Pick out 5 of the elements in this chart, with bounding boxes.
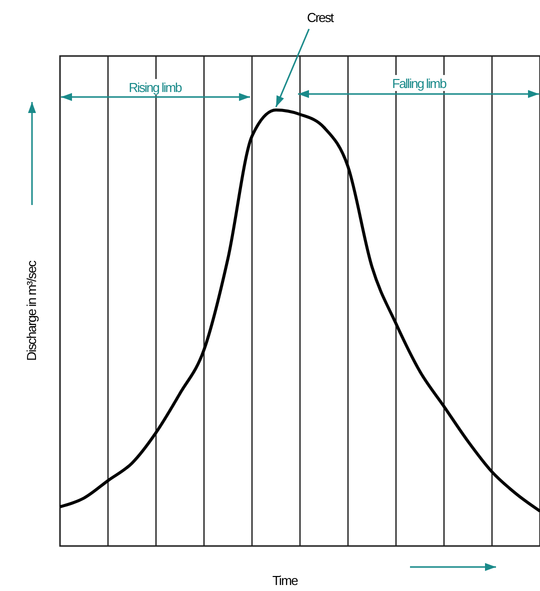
text: Falling limb: [392, 76, 447, 91]
text: Rising limb: [128, 80, 182, 95]
y-axis-title: Discharge in m³/sec: [24, 260, 39, 361]
text: Crest: [306, 10, 334, 25]
x-axis-title: Time: [272, 573, 298, 588]
